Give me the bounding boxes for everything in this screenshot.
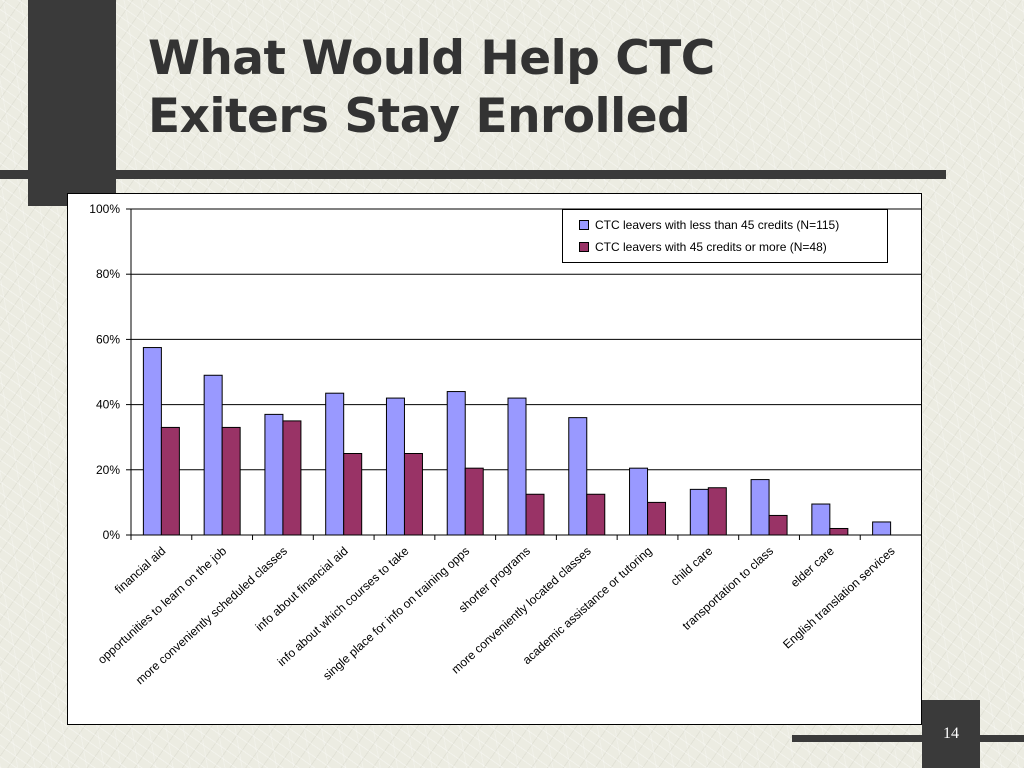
bar-series-2 — [282, 420, 302, 536]
bar-series-1 — [629, 467, 649, 536]
bar-series-1 — [750, 479, 770, 536]
bar-series-2 — [525, 493, 545, 536]
bar-series-1 — [872, 521, 892, 536]
legend-item-series-2: CTC leavers with 45 credits or more (N=4… — [579, 240, 827, 254]
bar-series-1 — [142, 347, 162, 536]
legend-swatch-series-2 — [579, 242, 589, 252]
bar-series-2 — [464, 467, 484, 536]
bar-series-2 — [768, 514, 788, 536]
x-tick-label: info about which courses to take — [275, 544, 412, 669]
y-tick-label: 40% — [96, 398, 120, 412]
x-tick-label: financial aid — [112, 544, 168, 597]
bar-series-2 — [221, 426, 241, 536]
slide-title-line-1: What Would Help CTC — [148, 31, 715, 86]
slide-title: What Would Help CTC Exiters Stay Enrolle… — [148, 30, 715, 146]
bar-series-2 — [343, 453, 363, 536]
legend-label-series-2: CTC leavers with 45 credits or more (N=4… — [595, 240, 827, 254]
bar-series-1 — [264, 413, 284, 536]
bar-series-1 — [811, 503, 831, 536]
x-tick-label: opportunities to learn on the job — [95, 544, 230, 667]
chart-area: 0% 20% 40% 60% 80% 100% financial aid opportuni… — [67, 193, 922, 725]
x-tick-label: elder care — [788, 544, 837, 590]
legend-swatch-series-1 — [579, 220, 589, 230]
y-tick-label: 0% — [103, 528, 121, 542]
x-tick-label: child care — [668, 544, 716, 589]
x-tick-label: academic assistance or tutoring — [520, 544, 655, 667]
bar-series-2 — [403, 453, 423, 536]
slide-title-line-2: Exiters Stay Enrolled — [148, 89, 691, 144]
bar-series-2 — [647, 501, 667, 536]
bar-series-1 — [568, 417, 588, 536]
bar-series-2 — [829, 527, 849, 536]
legend-item-series-1: CTC leavers with less than 45 credits (N… — [579, 218, 839, 232]
bar-series-1 — [203, 374, 223, 536]
y-tick-label: 60% — [96, 332, 120, 346]
decorative-top-rule — [0, 170, 946, 179]
bar-series-1 — [446, 391, 466, 536]
bar-series-2 — [586, 493, 606, 536]
decorative-bottom-rule — [792, 735, 1024, 742]
y-tick-label: 80% — [96, 267, 120, 281]
bar-series-1 — [689, 488, 709, 536]
legend-label-series-1: CTC leavers with less than 45 credits (N… — [595, 218, 840, 232]
y-tick-label: 20% — [96, 463, 120, 477]
bar-series-2 — [707, 487, 727, 536]
y-tick-label: 100% — [89, 202, 120, 216]
chart-legend: CTC leavers with less than 45 credits (N… — [562, 209, 888, 263]
bar-chart: 0% 20% 40% 60% 80% 100% financial aidopportuni… — [89, 202, 921, 687]
bar-series-1 — [385, 397, 405, 536]
bar-series-2 — [160, 426, 180, 536]
bar-series-1 — [507, 397, 527, 536]
bar-series-1 — [325, 392, 345, 536]
x-tick-label: English translation services — [780, 544, 897, 652]
page-number: 14 — [922, 700, 980, 768]
